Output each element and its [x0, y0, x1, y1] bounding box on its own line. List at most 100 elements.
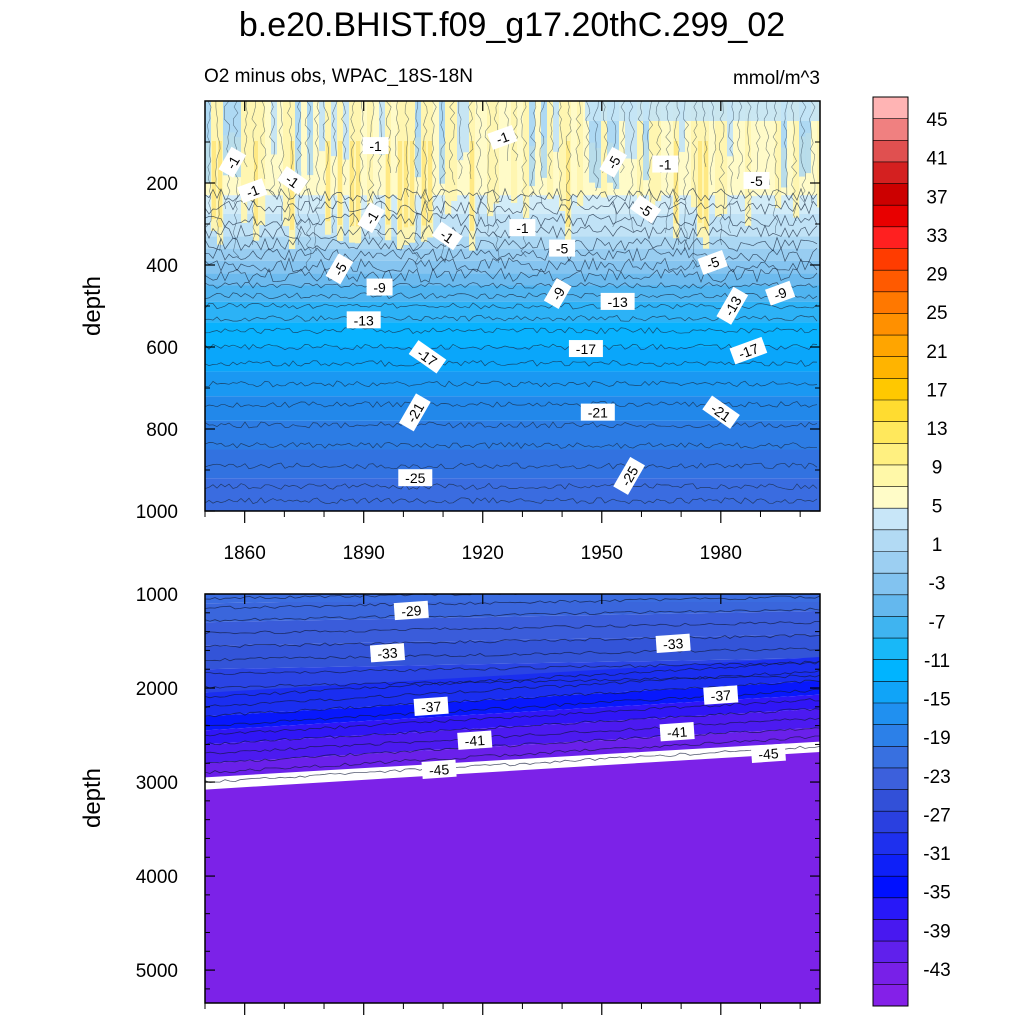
contour-label: -41 [457, 730, 493, 750]
contour-label: -5 [325, 253, 354, 285]
colorbar-label: 33 [926, 226, 947, 247]
colorbar-frame [872, 96, 909, 1007]
colorbar-label: 45 [926, 110, 947, 131]
contour-label-text: -45 [758, 745, 780, 762]
contour-label: -5 [630, 194, 662, 224]
colorbar-label: -3 [929, 574, 946, 595]
lower-y-tick-label: 5000 [136, 961, 178, 982]
contour-label-text: -13 [354, 312, 374, 328]
colorbar-swatch [873, 919, 908, 942]
contour-label: -5 [697, 250, 728, 275]
colorbar-swatch [873, 573, 908, 596]
contour-label: -9 [366, 278, 393, 296]
contour-label-text: -1 [244, 181, 261, 200]
contour-label: -13 [600, 292, 635, 310]
contour-label: -1 [237, 178, 268, 204]
contour-label: -1 [431, 221, 463, 251]
colorbar-swatch [873, 443, 908, 466]
colorbar-swatch [873, 378, 908, 401]
contour-label: -1 [277, 166, 309, 195]
upper-y-tick-label: 600 [146, 338, 178, 359]
colorbar-label: -15 [923, 690, 950, 711]
contour-label: -37 [703, 685, 739, 705]
units-label: mmol/m^3 [732, 68, 820, 89]
contour-label: -9 [543, 277, 572, 309]
contour-label-text: -1 [516, 220, 529, 236]
contour-label-text: -33 [663, 635, 685, 652]
colorbar-swatch [873, 962, 908, 985]
colorbar-label: -7 [929, 612, 946, 633]
upper-x-tick-label: 1860 [224, 543, 266, 564]
colorbar-label: 9 [932, 458, 943, 479]
lower-contour-fill [205, 594, 820, 1003]
colorbar-swatch [873, 335, 908, 358]
colorbar-label: -19 [923, 728, 950, 749]
lower-axes: 1000 2000 3000 4000 5000 [136, 585, 820, 1015]
upper-y-tick-label: 800 [146, 420, 178, 441]
contour-label-text: -41 [667, 724, 689, 741]
contour-label: -37 [413, 696, 449, 716]
colorbar-swatch [873, 703, 908, 726]
lower-y-tick-label: 4000 [136, 867, 178, 888]
upper-x-tick-label: 1920 [462, 543, 504, 564]
contour-label: -17 [568, 340, 603, 358]
colorbar-label: 25 [926, 303, 947, 324]
contour-label-text: -41 [464, 732, 486, 749]
colorbar-swatch [873, 681, 908, 704]
contour-label-text: -1 [659, 157, 672, 173]
colorbar-swatch [873, 356, 908, 379]
upper-x-tick-label: 1890 [343, 543, 385, 564]
colorbar-swatch [873, 876, 908, 899]
contour-label: -5 [743, 171, 770, 189]
colorbar-swatch [873, 594, 908, 617]
colorbar-label: 1 [932, 535, 943, 556]
colorbar-label: 29 [926, 265, 947, 286]
colorbar-swatch [873, 941, 908, 964]
contour-label-text: -1 [494, 128, 511, 147]
contour-label: -41 [659, 722, 695, 742]
colorbar: 45 41 37 33 29 25 21 17 13 9 5 1 -3 -7 -11 -15 -19 -23 -27… [872, 96, 951, 1007]
colorbar-swatch [873, 746, 908, 769]
upper-contour-labels: -1-1-1-1-1-1-1 -1-5 -1-5-5-5-5-5-9 -9 -9-13-… [218, 124, 796, 495]
contour-label: -1 [487, 124, 518, 150]
contour-label: -33 [655, 633, 691, 653]
contour-label: -33 [369, 643, 406, 663]
contour-label-text: -29 [401, 602, 423, 619]
colorbar-swatch [873, 291, 908, 314]
contour-label: -45 [421, 759, 457, 779]
colorbar-swatch [873, 183, 908, 206]
colorbar-swatch [873, 832, 908, 855]
contour-label: -45 [750, 743, 786, 764]
colorbar-label: -35 [923, 883, 950, 904]
lower-y-tick-label: 2000 [136, 679, 178, 700]
contour-label-text: -33 [377, 645, 399, 662]
colorbar-swatch [873, 854, 908, 877]
contour-label-text: -13 [608, 294, 628, 310]
contour-label: -5 [549, 239, 576, 257]
contour-label-text: -25 [405, 470, 425, 486]
chart-title: b.e20.BHIST.f09_g17.20thC.299_02 [238, 6, 786, 44]
colorbar-label: -31 [923, 844, 950, 865]
colorbar-label: 41 [926, 149, 947, 170]
contour-label: -1 [218, 146, 247, 178]
colorbar-label: -23 [923, 767, 950, 788]
colorbar-swatch [873, 270, 908, 293]
colorbar-swatch [873, 97, 908, 120]
contour-label-text: -9 [373, 280, 386, 296]
lower-plot-frame [204, 593, 821, 1004]
colorbar-swatch [873, 529, 908, 552]
colorbar-label: 13 [926, 419, 947, 440]
colorbar-swatch [873, 638, 908, 661]
upper-y-axis-label: depth [79, 276, 106, 336]
colorbar-swatch [873, 464, 908, 487]
colorbar-swatch [873, 486, 908, 509]
contour-label-text: -37 [421, 698, 443, 715]
colorbar-label: -43 [923, 960, 950, 981]
contour-label: -1 [509, 219, 536, 237]
colorbar-label: 17 [926, 380, 947, 401]
lower-contour-labels: -29 -33 -33 -37 -37 -41 -41 -45 -45 [369, 600, 786, 779]
colorbar-label: 5 [932, 496, 943, 517]
contour-label: -1 [357, 202, 386, 234]
